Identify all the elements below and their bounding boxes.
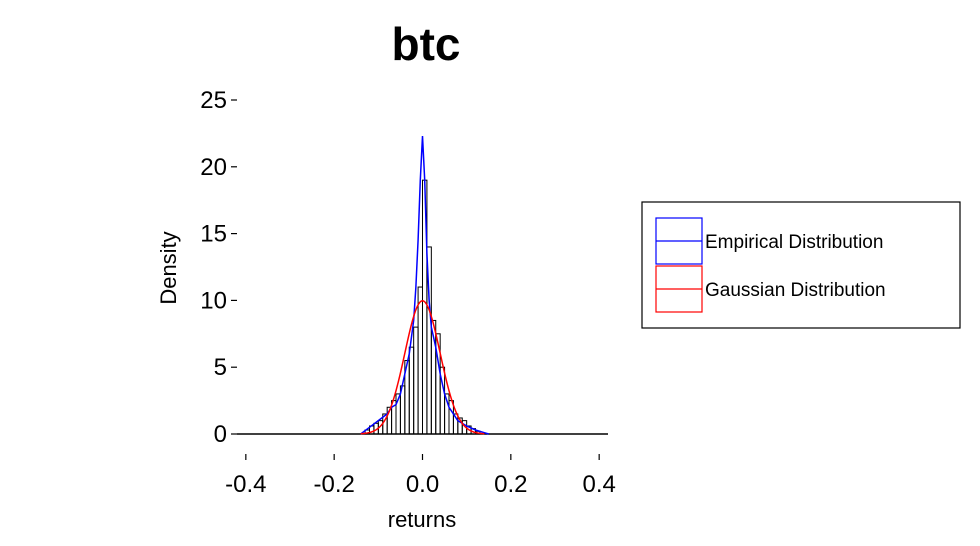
x-tick-label: 0.0	[406, 471, 439, 498]
histogram-bar	[448, 400, 454, 435]
x-axis: -0.4 -0.2 0.0 0.2 0.4	[225, 433, 616, 498]
y-tick-label: 20	[200, 154, 227, 181]
histogram-bars	[364, 179, 481, 435]
y-tick-label: 5	[214, 354, 227, 381]
legend-item-empirical: Empirical Distribution	[655, 217, 883, 265]
x-tick-label: 0.2	[494, 471, 527, 498]
x-axis-title: returns	[388, 507, 456, 532]
y-tick-label: 25	[200, 87, 227, 114]
y-tick-label: 10	[200, 287, 227, 314]
legend-item-gaussian: Gaussian Distribution	[655, 265, 886, 313]
series-line-gaussian	[360, 299, 485, 435]
histogram-bar	[417, 286, 424, 435]
legend-label-empirical: Empirical Distribution	[705, 232, 883, 253]
x-tick-label: 0.4	[582, 471, 615, 498]
y-tick-label: 15	[200, 221, 227, 248]
x-tick-label: -0.2	[313, 471, 354, 498]
y-axis-title: Density	[156, 231, 181, 304]
histogram-bar	[413, 326, 419, 435]
legend-box	[641, 201, 961, 329]
series-line-empirical	[360, 136, 489, 435]
y-axis: 0 5 10 15 20 25	[200, 87, 237, 448]
chart-title: btc	[392, 18, 461, 70]
histogram-bar	[408, 346, 415, 435]
legend-label-gaussian: Gaussian Distribution	[705, 280, 886, 301]
density-lines	[360, 136, 489, 435]
y-tick-label: 0	[214, 421, 227, 448]
legend: Empirical Distribution Gaussian Distribu…	[641, 201, 961, 329]
x-tick-label: -0.4	[225, 471, 266, 498]
